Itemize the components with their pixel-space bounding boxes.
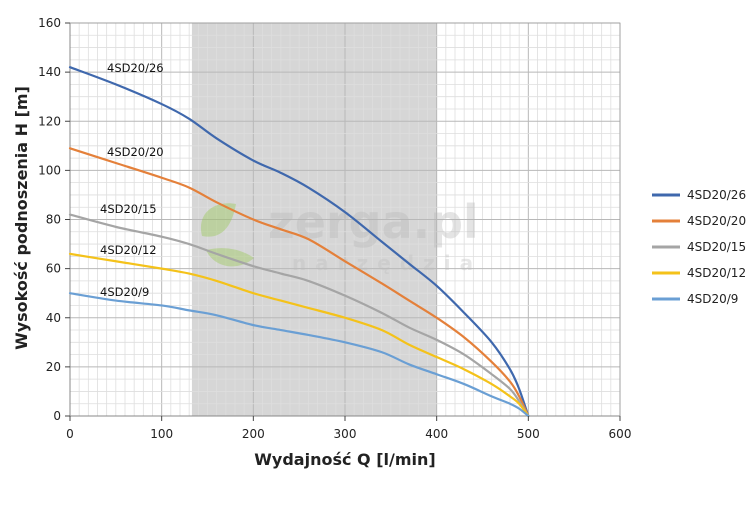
- curve-label: 4SD20/9: [100, 285, 149, 299]
- y-axis-title: Wysokość podnoszenia H [m]: [12, 86, 31, 350]
- y-tick-label: 120: [38, 114, 61, 128]
- y-tick-label: 100: [38, 163, 61, 177]
- curve-label: 4SD20/15: [100, 202, 157, 216]
- legend-entry: 4SD20/20: [687, 214, 746, 228]
- series-line-4sd20-9: [68, 292, 530, 418]
- y-tick-label: 60: [46, 262, 61, 276]
- series-line-4sd20-12: [68, 252, 530, 418]
- curve-labels: 4SD20/26 4SD20/20 4SD20/15 4SD20/12 4SD20/9: [100, 61, 164, 299]
- curve-label: 4SD20/12: [100, 243, 157, 257]
- x-tick-label: 300: [334, 427, 357, 441]
- x-tick-label: 200: [242, 427, 265, 441]
- legend-entry: 4SD20/15: [687, 240, 746, 254]
- watermark: zerga.pl narzędzia: [200, 195, 482, 275]
- y-tick-label: 160: [38, 16, 61, 30]
- y-tick-label: 40: [46, 311, 61, 325]
- y-tick-label: 0: [53, 409, 61, 423]
- series-line-4sd20-26: [68, 66, 530, 418]
- x-tick-label: 500: [517, 427, 540, 441]
- y-tick-label: 80: [46, 213, 61, 227]
- legend-entry: 4SD20/26: [687, 188, 746, 202]
- x-tick-label: 600: [609, 427, 632, 441]
- x-tick-label: 400: [425, 427, 448, 441]
- legend-entry: 4SD20/9: [687, 292, 738, 306]
- legend: 4SD20/26 4SD20/20 4SD20/15 4SD20/12 4SD20/9: [652, 188, 746, 306]
- curve-label: 4SD20/20: [107, 145, 164, 159]
- y-tick-label: 20: [46, 360, 61, 374]
- y-tick-label: 140: [38, 65, 61, 79]
- grid: [69, 22, 621, 417]
- tick-labels: 0 100 200 300 400 500 600 0 20 40 60 80 100 120 140 160: [38, 16, 631, 441]
- x-tick-label: 100: [150, 427, 173, 441]
- x-tick-label: 0: [66, 427, 74, 441]
- x-axis-title: Wydajność Q [l/min]: [254, 450, 435, 469]
- series-lines: [68, 66, 530, 418]
- watermark-subtitle: narzędzia: [292, 251, 482, 275]
- series-line-4sd20-20: [68, 147, 530, 418]
- series-line-4sd20-15: [68, 213, 530, 418]
- legend-entry: 4SD20/12: [687, 266, 746, 280]
- watermark-brand: zerga.pl: [268, 195, 479, 249]
- curve-label: 4SD20/26: [107, 61, 164, 75]
